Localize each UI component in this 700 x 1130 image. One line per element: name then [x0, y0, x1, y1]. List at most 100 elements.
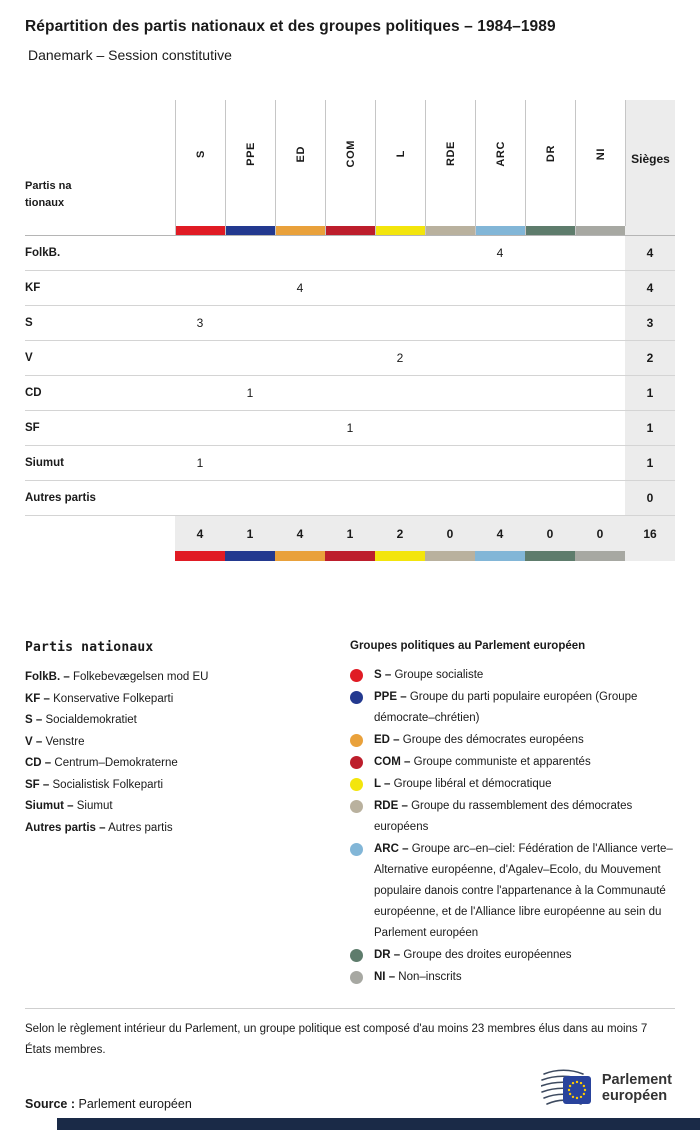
party-abbr: CD –	[25, 757, 52, 769]
totals-label-spacer	[25, 516, 175, 551]
group-color-strip	[225, 551, 275, 561]
legend-parties-heading: Partis nationaux	[25, 640, 154, 655]
table-cell	[375, 376, 425, 410]
group-color-strip	[225, 226, 275, 235]
group-color-strip	[275, 226, 325, 235]
group-desc-text: Groupe du parti populaire européen (Grou…	[374, 691, 638, 724]
legend-party-item: S – Socialdemokratiet	[25, 714, 350, 726]
group-desc-text: Groupe des démocrates européens	[402, 734, 584, 746]
legend-group-item: PPE – Groupe du parti populaire européen…	[350, 687, 675, 729]
table-cell	[425, 411, 475, 445]
table-cell	[425, 341, 475, 375]
column-header-label: L	[394, 150, 407, 158]
table-cell	[225, 481, 275, 515]
group-color-strip	[575, 551, 625, 561]
total-cell: 0	[425, 516, 475, 551]
total-seats-cell: 16	[625, 516, 675, 551]
group-abbr: ARC –	[374, 843, 409, 855]
group-color-strip	[325, 226, 375, 235]
parliament-logo-mark	[540, 1069, 591, 1105]
legend-party-item: SF – Socialistisk Folkeparti	[25, 779, 350, 791]
column-header-label: ED	[294, 145, 307, 163]
column-header-l: L	[375, 100, 425, 226]
table-row-siumut: Siumut 1 1	[25, 446, 675, 481]
page-title: Répartition des partis nationaux et des …	[25, 18, 556, 35]
table-cell	[525, 446, 575, 480]
party-name: Siumut	[76, 800, 113, 812]
seats-cell: 2	[625, 341, 675, 375]
legend: Partis nationaux FolkB. – Folkebevægelse…	[25, 640, 675, 989]
table-cell	[225, 306, 275, 340]
table-cell: 1	[196, 456, 204, 470]
table-cell	[575, 411, 625, 445]
corner-label: Partis nationaux	[25, 100, 175, 226]
table-cell	[275, 376, 325, 410]
strip-spacer	[25, 551, 175, 561]
table-cell	[375, 306, 425, 340]
seats-cell: 1	[625, 446, 675, 480]
group-color-strip	[475, 226, 525, 235]
group-color-strip	[375, 551, 425, 561]
table-row-s: S 3 3	[25, 306, 675, 341]
table-row-sf: SF 1 1	[25, 411, 675, 446]
party-abbr: KF –	[25, 692, 50, 705]
table-cell: 4	[496, 246, 504, 260]
group-color-strip	[475, 551, 525, 561]
table-cell	[325, 271, 375, 305]
legend-group-item: L – Groupe libéral et démocratique	[350, 774, 675, 795]
seats-cell: 4	[625, 236, 675, 270]
legend-party-item: CD – Centrum–Demokraterne	[25, 757, 350, 769]
table-cell	[425, 446, 475, 480]
table-cell	[275, 481, 325, 515]
table-cell	[275, 306, 325, 340]
group-desc-text: Non–inscrits	[398, 971, 462, 983]
table-cell	[475, 306, 525, 340]
group-abbr: NI –	[374, 971, 396, 983]
table-cell	[525, 481, 575, 515]
legend-group-item: S – Groupe socialiste	[350, 665, 675, 686]
group-color-strip	[575, 226, 625, 235]
table-cell	[575, 446, 625, 480]
group-abbr: L –	[374, 778, 391, 790]
seats-cell: 1	[625, 411, 675, 445]
table-cell	[325, 341, 375, 375]
page-subtitle: Danemark – Session constitutive	[28, 47, 232, 63]
party-label: S	[25, 317, 33, 329]
group-color-dot	[350, 843, 363, 856]
column-header-ni: NI	[575, 100, 625, 226]
table-cell	[175, 376, 225, 410]
table-cell	[425, 376, 475, 410]
table-cell	[425, 306, 475, 340]
party-name: Autres partis	[108, 821, 173, 834]
column-header-label: PPE	[244, 142, 257, 166]
table-cell	[375, 481, 425, 515]
table-cell	[175, 271, 225, 305]
group-abbr: ED –	[374, 734, 400, 746]
total-cell: 4	[275, 516, 325, 551]
table-cell	[275, 411, 325, 445]
source-value: Parlement européen	[78, 1097, 192, 1111]
group-color-strip	[525, 551, 575, 561]
table-cell	[175, 411, 225, 445]
table-cell: 1	[246, 386, 254, 400]
table-cell	[325, 306, 375, 340]
table-cell	[425, 481, 475, 515]
parliament-logo: Parlement européen	[540, 1068, 672, 1108]
party-abbr: FolkB. –	[25, 671, 70, 683]
party-label: KF	[25, 282, 41, 294]
table-cell	[575, 236, 625, 270]
parliament-logo-text: Parlement européen	[602, 1072, 672, 1104]
table-cell	[475, 446, 525, 480]
table-cell	[525, 411, 575, 445]
total-cell: 0	[575, 516, 625, 551]
legend-groups: Groupes politiques au Parlement européen…	[350, 640, 675, 989]
party-name: Socialdemokratiet	[45, 714, 137, 726]
table-row-autres: Autres partis 0	[25, 481, 675, 516]
table-cell	[325, 236, 375, 270]
table-cell	[325, 446, 375, 480]
party-label: CD	[25, 387, 42, 399]
table-cell: 4	[296, 281, 304, 295]
party-label: SF	[25, 422, 40, 434]
column-header-dr: DR	[525, 100, 575, 226]
total-cell: 2	[375, 516, 425, 551]
